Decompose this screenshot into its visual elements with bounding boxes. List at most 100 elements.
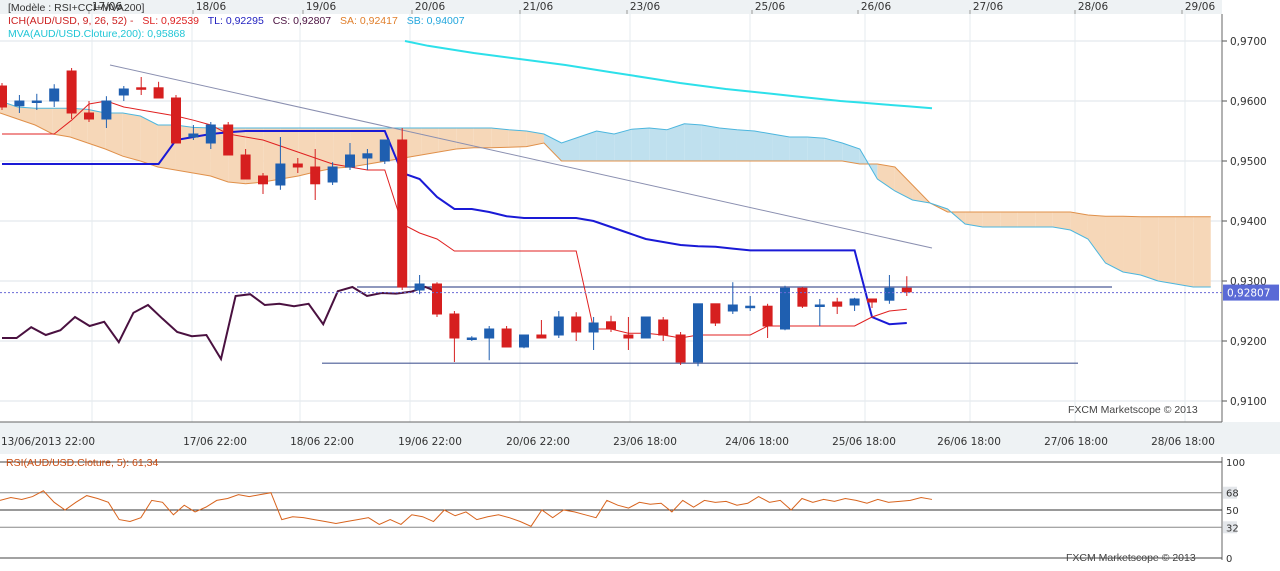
candle-body-up	[31, 100, 42, 103]
kumo-bear-segment	[473, 128, 492, 148]
rsi-level-label: 100	[1226, 458, 1245, 469]
candle-body-down	[710, 303, 721, 324]
kumo-bull-segment	[596, 131, 615, 161]
candle-body-down	[762, 305, 773, 327]
kumo-bull-segment	[543, 134, 562, 161]
kumo-bear-segment	[965, 212, 983, 227]
kumo-bear-segment	[1140, 216, 1159, 281]
kumo-bear-segment	[1175, 216, 1194, 287]
kumo-bull-segment	[772, 134, 790, 161]
candle-body-up	[188, 133, 199, 138]
kumo-bear-segment	[456, 128, 474, 149]
rsi-level-badge	[1223, 521, 1237, 534]
candle-body-up	[101, 100, 112, 120]
kumo-bear-segment	[315, 128, 334, 172]
kumo-bull-segment	[842, 143, 860, 164]
x-time-label: 27/06 18:00	[1044, 436, 1108, 448]
candle-body-up	[727, 304, 738, 312]
kumo-bear-segment	[52, 108, 71, 137]
rsi-legend: RSI(AUD/USD.Cloture, 5): 61,34	[6, 457, 159, 469]
x-time-label: 23/06 18:00	[613, 436, 677, 448]
kumo-bear-segment	[1087, 215, 1106, 263]
time-axis-bar	[0, 422, 1280, 454]
candle-body-up	[484, 328, 495, 339]
candle-body-down	[867, 298, 877, 303]
kumo-bear-segment	[1123, 216, 1141, 275]
main-watermark: FXCM Marketscope © 2013	[1068, 404, 1198, 416]
legend-sb: SB: 0,94007	[406, 15, 465, 27]
top-date-label: 18/06	[196, 1, 227, 13]
candle-body-down	[136, 87, 147, 90]
top-date-label: 17/06	[92, 1, 123, 13]
top-date-bar	[0, 0, 1280, 14]
rsi-level-badge	[1223, 504, 1237, 516]
kumo-bull-segment	[701, 125, 720, 161]
kumo-bear-segment	[491, 128, 509, 148]
x-time-label: 19/06 22:00	[398, 436, 462, 448]
top-date-label: 28/06	[1078, 1, 1109, 13]
top-date-label: 20/06	[415, 1, 446, 13]
rsi-plot-bg	[0, 457, 1222, 560]
candle-body-down	[240, 154, 251, 180]
candle-body-up	[519, 334, 529, 348]
kumo-bear-segment	[1105, 216, 1124, 272]
candle-body-up	[693, 303, 703, 363]
candle-body-down	[606, 321, 616, 330]
y-tick-label: 0,9400	[1230, 216, 1267, 228]
candle-body-up	[588, 322, 599, 333]
rsi-level-badge	[1223, 486, 1237, 499]
candle-body-down	[901, 287, 912, 293]
x-time-label: 26/06 18:00	[937, 436, 1001, 448]
candle-body-up	[118, 88, 129, 96]
kumo-bull-segment	[649, 128, 667, 161]
candle-body-down	[0, 85, 7, 108]
rsi-level-badge	[1223, 456, 1237, 468]
rsi-level-badge	[1223, 552, 1237, 564]
x-time-label: 28/06 18:00	[1151, 436, 1215, 448]
legend-sl: SL: 0,92539	[142, 15, 200, 27]
candle-body-down	[310, 166, 321, 185]
rsi-level-label: 0	[1226, 554, 1232, 565]
candle-body-down	[397, 139, 408, 288]
kumo-cloud	[0, 101, 1211, 287]
top-date-label: 19/06	[306, 1, 337, 13]
legend-tl: TL: 0,92295	[207, 15, 264, 27]
x-time-label: 18/06 22:00	[290, 436, 354, 448]
candle-body-down	[501, 328, 512, 348]
candle-body-down	[536, 334, 547, 339]
candle-body-down	[171, 97, 181, 144]
kumo-bear-segment	[1158, 216, 1176, 284]
y-tick-label: 0,9100	[1230, 396, 1267, 408]
kumo-bear-segment	[140, 116, 158, 167]
candle-body-down	[66, 70, 77, 114]
y-tick-label: 0,9200	[1230, 336, 1267, 348]
candle-body-down	[449, 313, 460, 339]
kumo-bear-segment	[1193, 216, 1211, 287]
kumo-bull-segment	[736, 129, 755, 161]
rsi-level-label: 68	[1226, 489, 1239, 500]
rsi-level-label: 50	[1226, 506, 1239, 517]
candle-body-up	[780, 287, 790, 330]
kumo-bear-segment	[35, 108, 53, 134]
kumo-bear-segment	[1017, 212, 1036, 227]
kumo-bear-segment	[421, 128, 439, 155]
candle-body-down	[84, 112, 94, 120]
candle-body-down	[432, 283, 442, 315]
kumo-bull-segment	[579, 131, 597, 161]
kijun-line	[2, 130, 907, 326]
candle-body-down	[292, 163, 303, 168]
x-time-label: 17/06 22:00	[183, 436, 247, 448]
rsi-watermark: FXCM Marketscope © 2013	[1066, 552, 1196, 564]
top-date-label: 26/06	[861, 1, 892, 13]
kumo-bull-segment	[824, 138, 843, 161]
candle-body-down	[797, 287, 808, 307]
senkou-b-line	[0, 100, 1211, 288]
candle-body-up	[745, 305, 756, 309]
kumo-bull-segment	[807, 137, 825, 161]
kumo-bull-segment	[719, 128, 737, 161]
legend-ichimoku-row: ICH(AUD/USD, 9, 26, 52) - SL: 0,92539 TL…	[8, 15, 471, 28]
candle-body-up	[814, 304, 825, 307]
x-time-label: 20/06 22:00	[506, 436, 570, 448]
candle-body-up	[553, 316, 564, 336]
candle-body-up	[362, 153, 373, 159]
